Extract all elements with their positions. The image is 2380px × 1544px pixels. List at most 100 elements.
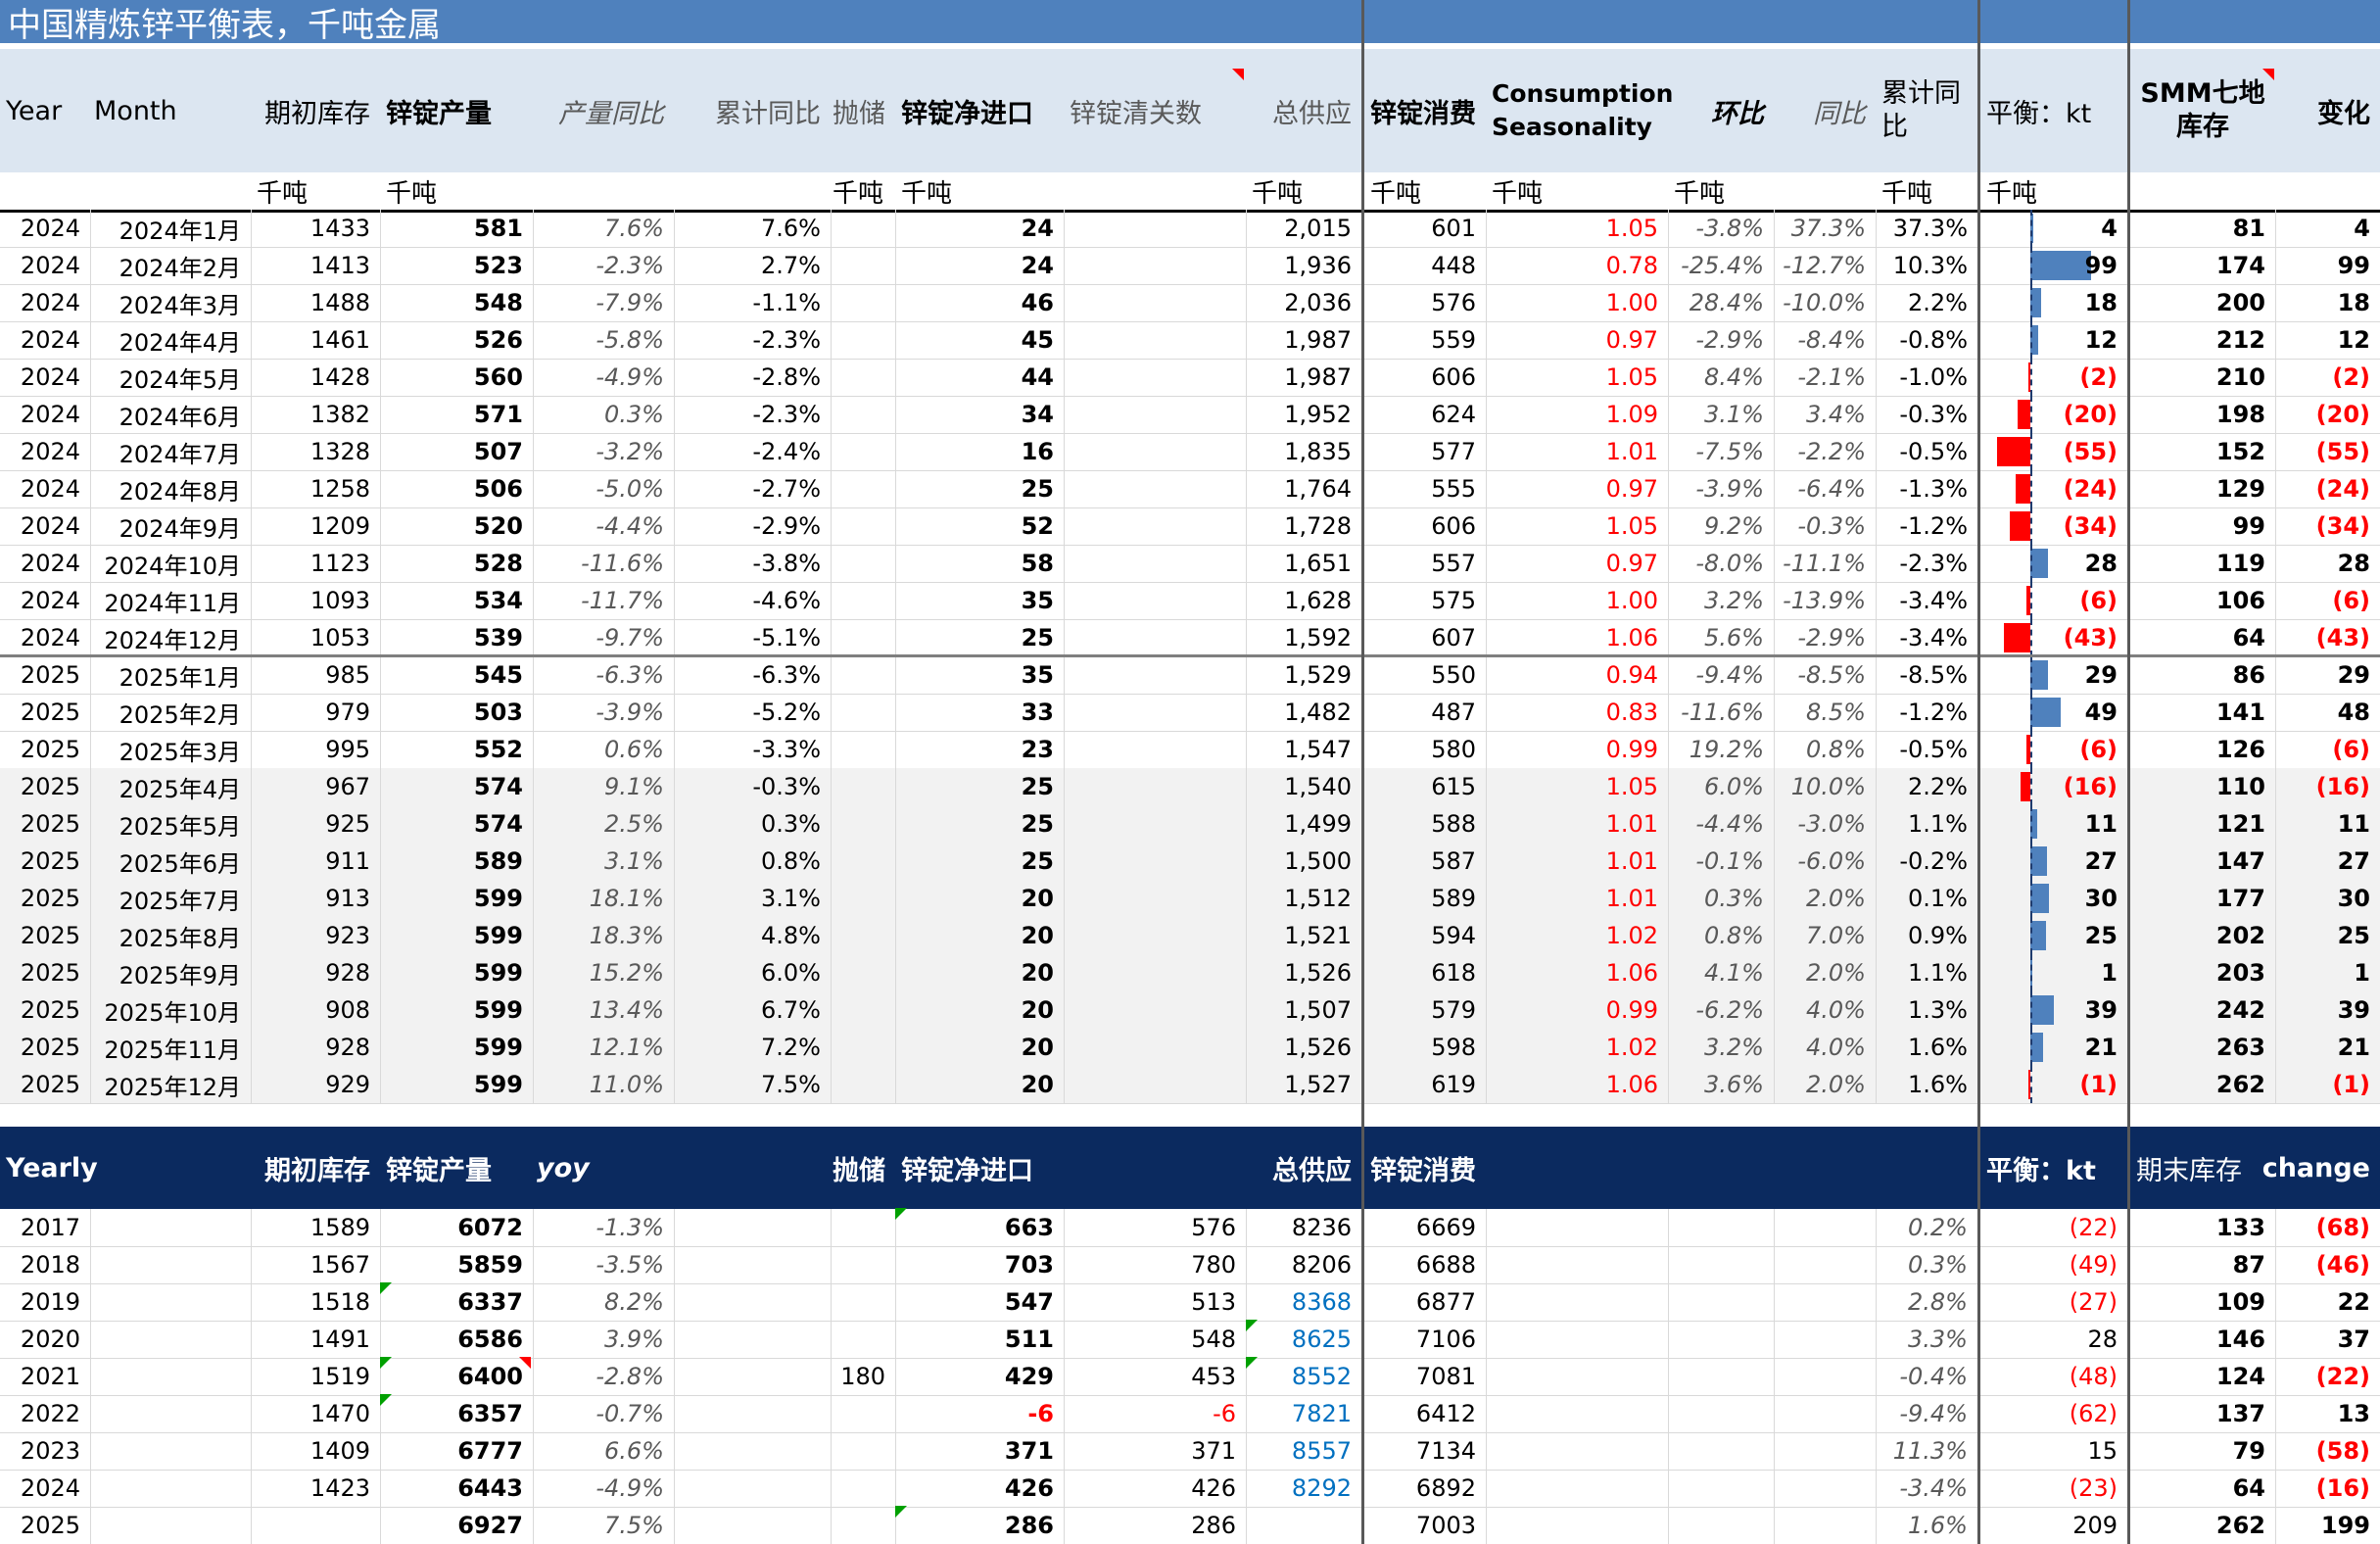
cell-closing-stock[interactable]: 124 — [2215, 1363, 2265, 1390]
cell-change[interactable]: (2) — [2332, 363, 2370, 391]
cell-output[interactable]: 528 — [473, 550, 523, 577]
cell-output[interactable]: 6927 — [457, 1512, 523, 1539]
cell-cum-yoy[interactable]: 4.8% — [761, 922, 821, 949]
cell-balance[interactable]: (22) — [2069, 1214, 2118, 1241]
cell-net-import[interactable]: 20 — [1021, 959, 1054, 987]
cell-cum-yoy2[interactable]: -1.0% — [1899, 363, 1968, 391]
cell-yoy[interactable]: -0.7% — [595, 1400, 664, 1427]
cell-net-import[interactable]: 20 — [1021, 885, 1054, 912]
cell-yoy[interactable]: -8.4% — [1797, 326, 1866, 354]
cell-seasonality[interactable]: 0.99 — [1605, 996, 1658, 1024]
cell-balance[interactable]: (23) — [2069, 1474, 2118, 1502]
cell-seasonality[interactable]: 0.78 — [1605, 252, 1658, 279]
cell-yoy[interactable]: 7.5% — [604, 1512, 664, 1539]
cell-year[interactable]: 2021 — [20, 1363, 80, 1390]
cell-balance[interactable]: 49 — [2084, 699, 2118, 726]
cell-year[interactable]: 2024 — [20, 252, 80, 279]
cell-net-import[interactable]: 25 — [1021, 624, 1054, 651]
cell-change[interactable]: (46) — [2315, 1251, 2370, 1279]
cell-smm-stock[interactable]: 64 — [2232, 624, 2265, 651]
cell-opening-stock[interactable]: 1488 — [309, 289, 370, 316]
cell-output[interactable]: 599 — [473, 996, 523, 1024]
cell-cum-yoy2[interactable]: -8.5% — [1899, 661, 1968, 689]
cell-output[interactable]: 599 — [473, 1071, 523, 1098]
cell-net-import[interactable]: 20 — [1021, 922, 1054, 949]
cell-cum-yoy[interactable]: -2.9% — [752, 512, 821, 540]
cell-output[interactable]: 571 — [473, 401, 523, 428]
cell-opening-stock[interactable]: 979 — [325, 699, 370, 726]
cell-opening-stock[interactable]: 1428 — [309, 363, 370, 391]
cell-opening-stock[interactable]: 1409 — [309, 1437, 370, 1465]
cell-month[interactable]: 2024年8月 — [119, 477, 241, 506]
cell-cum-yoy[interactable]: -2.8% — [752, 363, 821, 391]
cell-month[interactable]: 2024年4月 — [119, 328, 241, 357]
cell-output[interactable]: 5859 — [457, 1251, 523, 1279]
cell-month[interactable]: 2024年9月 — [119, 514, 241, 543]
cell-balance[interactable]: (24) — [2063, 475, 2118, 503]
cell-smm-stock[interactable]: 262 — [2215, 1071, 2265, 1098]
cell-net-import[interactable]: 23 — [1021, 736, 1054, 763]
cell-balance[interactable]: (16) — [2063, 773, 2118, 800]
cell-mom[interactable]: -3.8% — [1695, 215, 1764, 242]
cell-yoy[interactable]: 8.5% — [1806, 699, 1866, 726]
cell-total-supply[interactable]: 1,628 — [1284, 587, 1352, 614]
cell-opening-stock[interactable]: 1567 — [309, 1251, 370, 1279]
cell-year[interactable]: 2024 — [20, 438, 80, 465]
cell-balance[interactable]: 99 — [2084, 252, 2118, 279]
cell-change[interactable]: 12 — [2337, 326, 2370, 354]
cell-month[interactable]: 2024年7月 — [119, 440, 241, 468]
cell-net-import[interactable]: 429 — [1004, 1363, 1054, 1390]
cell-balance[interactable]: 4 — [2101, 215, 2118, 242]
cell-mom[interactable]: -25.4% — [1681, 252, 1764, 279]
cell-yoy[interactable]: -6.4% — [1797, 475, 1866, 503]
cell-cum-yoy2[interactable]: -3.4% — [1899, 624, 1968, 651]
cell-output-yoy[interactable]: -4.9% — [595, 363, 664, 391]
cell-consumption-yoy[interactable]: 0.2% — [1908, 1214, 1968, 1241]
cell-net-import[interactable]: 703 — [1004, 1251, 1054, 1279]
cell-smm-stock[interactable]: 174 — [2215, 252, 2265, 279]
cell-total-supply[interactable]: 1,728 — [1284, 512, 1352, 540]
comment-marker-icon[interactable] — [380, 1357, 392, 1369]
cell-customs[interactable]: 426 — [1191, 1474, 1236, 1502]
cell-month[interactable]: 2025年5月 — [119, 812, 241, 841]
cell-smm-stock[interactable]: 177 — [2215, 885, 2265, 912]
cell-smm-stock[interactable]: 99 — [2232, 512, 2265, 540]
cell-cum-yoy2[interactable]: 1.6% — [1908, 1071, 1968, 1098]
cell-cum-yoy2[interactable]: 1.3% — [1908, 996, 1968, 1024]
cell-year[interactable]: 2025 — [20, 847, 80, 875]
cell-mom[interactable]: 9.2% — [1704, 512, 1764, 540]
cell-balance[interactable]: 25 — [2084, 922, 2118, 949]
cell-output[interactable]: 545 — [473, 661, 523, 689]
cell-output[interactable]: 560 — [473, 363, 523, 391]
cell-smm-stock[interactable]: 119 — [2215, 550, 2265, 577]
cell-opening-stock[interactable]: 1491 — [309, 1326, 370, 1353]
cell-change[interactable]: (20) — [2315, 401, 2370, 428]
cell-change[interactable]: 25 — [2337, 922, 2370, 949]
cell-yoy[interactable]: 0.8% — [1806, 736, 1866, 763]
cell-total-supply[interactable]: 1,835 — [1284, 438, 1352, 465]
cell-total-supply[interactable]: 1,512 — [1284, 885, 1352, 912]
cell-output-yoy[interactable]: -4.4% — [595, 512, 664, 540]
cell-output[interactable]: 506 — [473, 475, 523, 503]
cell-total-supply[interactable]: 1,987 — [1284, 363, 1352, 391]
comment-marker-icon[interactable] — [519, 1357, 531, 1369]
cell-balance[interactable]: 15 — [2087, 1437, 2118, 1465]
cell-opening-stock[interactable]: 995 — [325, 736, 370, 763]
cell-month[interactable]: 2025年2月 — [119, 700, 241, 729]
cell-total-supply[interactable]: 2,015 — [1284, 215, 1352, 242]
cell-consumption-yoy[interactable]: -3.4% — [1899, 1474, 1968, 1502]
cell-output-yoy[interactable]: 9.1% — [604, 773, 664, 800]
cell-change[interactable]: (22) — [2315, 1363, 2370, 1390]
cell-yoy[interactable]: 7.0% — [1806, 922, 1866, 949]
cell-total-supply[interactable]: 1,521 — [1284, 922, 1352, 949]
cell-mom[interactable]: 6.0% — [1704, 773, 1764, 800]
cell-year[interactable]: 2025 — [20, 1512, 80, 1539]
cell-net-import[interactable]: 24 — [1021, 215, 1054, 242]
cell-month[interactable]: 2025年6月 — [119, 849, 241, 878]
cell-consumption-yoy[interactable]: -0.4% — [1899, 1363, 1968, 1390]
cell-consumption-yoy[interactable]: 2.8% — [1908, 1288, 1968, 1316]
cell-output-yoy[interactable]: 0.3% — [604, 401, 664, 428]
cell-cum-yoy2[interactable]: -0.3% — [1899, 401, 1968, 428]
cell-balance[interactable]: (55) — [2063, 438, 2118, 465]
cell-change[interactable]: 4 — [2354, 215, 2370, 242]
